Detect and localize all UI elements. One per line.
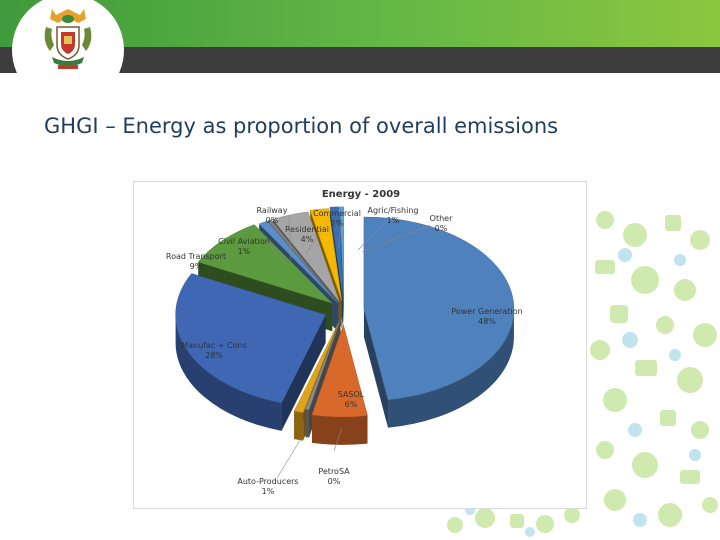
pie-label-other-percent: 0% bbox=[435, 224, 448, 233]
pie-label-civil-aviation-percent: 1% bbox=[238, 247, 251, 256]
pie-label-manufac-cons-name: Manufac + Cons bbox=[181, 341, 247, 350]
pie-label-petrosa-name: PetroSA bbox=[318, 467, 350, 476]
pie-slice-power-generation bbox=[363, 216, 515, 428]
coat-of-arms-logo bbox=[44, 9, 92, 69]
pie-label-power-generation-name: Power Generation bbox=[451, 307, 522, 316]
pie-label-railway-name: Railway bbox=[257, 206, 288, 215]
pie-label-agric-fishing-name: Agric/Fishing bbox=[367, 206, 418, 215]
pie-label-railway-percent: 0% bbox=[266, 216, 279, 225]
pie-slices-group bbox=[175, 206, 515, 445]
pie-slice-manufac-cons bbox=[175, 273, 326, 431]
leader-line bbox=[266, 241, 285, 263]
pie-label-other-name: Other bbox=[430, 214, 453, 223]
decorative-eco-icons-bottom bbox=[447, 505, 580, 537]
pie-label-residential-percent: 4% bbox=[301, 235, 314, 244]
pie-label-road-transport-name: Road Transport bbox=[166, 252, 226, 261]
leader-line bbox=[361, 224, 431, 253]
pie-label-road-transport-percent: 9% bbox=[190, 262, 203, 271]
header-banner bbox=[0, 0, 720, 75]
pie-label-civil-aviation-name: Civil Aviation bbox=[218, 237, 270, 246]
pie-labels-group: Power Generation48%SASOL6%PetroSA0%Auto-… bbox=[166, 206, 523, 496]
pie-label-residential-name: Residential bbox=[285, 225, 329, 234]
pie-chart-frame: Energy - 2009 Power Generation 48% SASOL 6%… bbox=[133, 181, 587, 509]
leader-line bbox=[333, 427, 343, 452]
pie-label-petrosa-percent: 0% bbox=[328, 477, 341, 486]
leader-line bbox=[288, 215, 292, 261]
chart-title: Energy - 2009 bbox=[322, 189, 400, 200]
pie-label-manufac-cons-percent: 28% bbox=[205, 351, 223, 360]
leader-line bbox=[305, 233, 320, 255]
leader-line bbox=[357, 218, 390, 251]
pie-label-auto-producers-percent: 1% bbox=[262, 487, 275, 496]
leader-line bbox=[276, 436, 303, 479]
pie-label-auto-producers-name: Auto-Producers bbox=[237, 477, 298, 486]
pie-label-sasol-name: SASOL bbox=[338, 390, 365, 399]
pie-label-sasol-percent: 6% bbox=[345, 400, 358, 409]
pie-label-power-generation-percent: 48% bbox=[478, 317, 496, 326]
pie-label-commercial-name: Commercial bbox=[313, 209, 361, 218]
leader-line bbox=[338, 223, 342, 249]
decorative-eco-icons bbox=[590, 211, 718, 527]
pie-label-commercial-percent: 2% bbox=[331, 219, 344, 228]
slide-title: GHGI – Energy as proportion of overall e… bbox=[44, 114, 559, 138]
pie-slice-sasol bbox=[311, 324, 368, 445]
pie-label-agric-fishing-percent: 1% bbox=[387, 216, 400, 225]
